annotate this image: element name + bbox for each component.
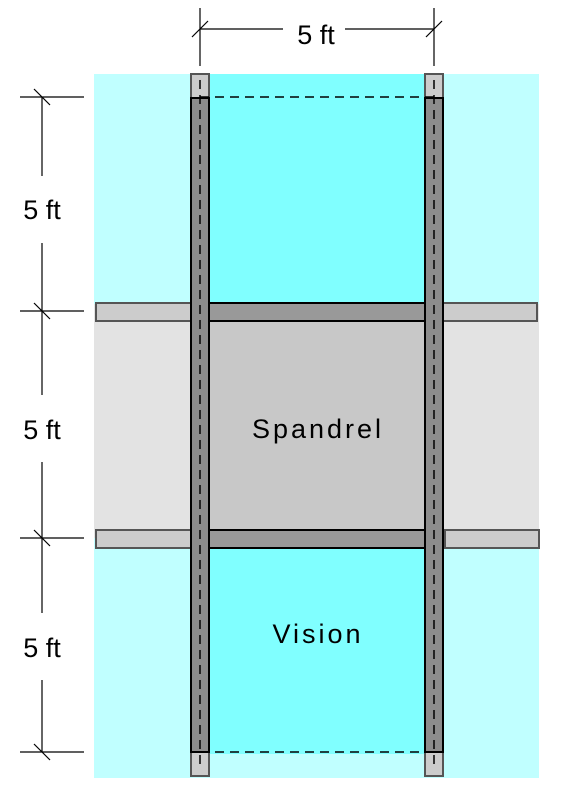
transom-right-lower xyxy=(444,529,540,549)
transom-right-upper xyxy=(442,302,538,322)
left-dim-tick-2 xyxy=(33,302,51,320)
left-dimension-label-upper: 5 ft xyxy=(23,195,61,225)
transom-left-upper xyxy=(95,302,193,322)
transoms xyxy=(95,302,540,549)
top-dim-tick-left xyxy=(191,20,209,38)
left-dimension-label-lower: 5 ft xyxy=(23,633,61,663)
main-panels xyxy=(200,74,433,754)
top-dim-tick-right xyxy=(425,20,443,38)
module-lines xyxy=(199,80,435,770)
left-dim-tick-3 xyxy=(33,529,51,547)
left-dimension-label-middle: 5 ft xyxy=(23,415,61,445)
vision-panel-lower xyxy=(200,546,433,754)
transom-left-lower xyxy=(95,529,193,549)
transom-center-upper xyxy=(207,302,426,322)
vision-label: Vision xyxy=(272,619,363,649)
spandrel-panel xyxy=(207,319,426,531)
left-dim-tick-1 xyxy=(33,88,51,106)
top-dimension-label: 5 ft xyxy=(297,20,335,50)
top-dimension xyxy=(191,8,443,66)
spandrel-label: Spandrel xyxy=(252,414,384,444)
left-dim-tick-4 xyxy=(33,743,51,761)
left-dimension xyxy=(20,88,84,761)
vision-panel-upper xyxy=(200,74,433,304)
transom-center-lower xyxy=(207,529,426,549)
